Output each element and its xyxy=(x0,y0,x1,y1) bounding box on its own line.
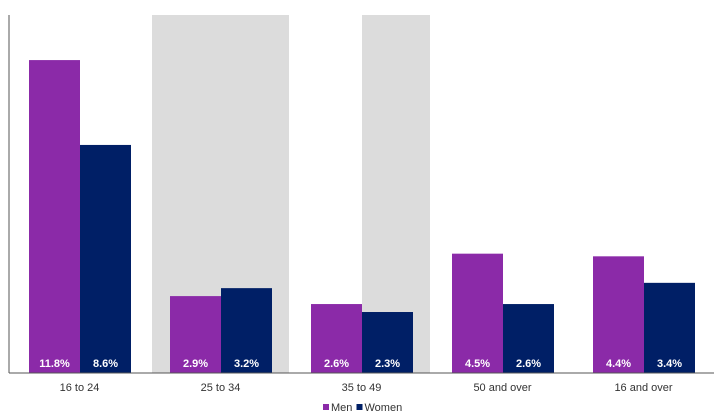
data-label-women-25-to-34: 3.2% xyxy=(234,358,259,370)
data-label-women-50-and-over: 2.6% xyxy=(516,358,541,370)
tick-label-16-and-over: 16 and over xyxy=(614,382,672,394)
bar-men-35-to-49 xyxy=(311,304,362,373)
data-label-women-16-and-over: 3.4% xyxy=(657,358,682,370)
tick-label-16-to-24: 16 to 24 xyxy=(60,382,100,394)
data-labels: 11.8% 8.6% 2.9% 3.2% 2.6% 2.3% 4.5% 2.6% 4.4% 3.4… xyxy=(39,358,682,370)
bar-women-50-and-over xyxy=(503,304,554,373)
bar-men-50-and-over xyxy=(452,253,503,373)
data-label-men-16-and-over: 4.4% xyxy=(606,358,631,370)
bar-men-16-and-over xyxy=(593,256,644,373)
legend-swatch-women xyxy=(356,404,363,410)
bar-men-25-to-34 xyxy=(170,296,221,373)
legend-label-women: Women xyxy=(365,402,403,414)
legend-swatch-men xyxy=(323,404,329,410)
x-tick-labels: 16 to 24 25 to 34 35 to 49 50 and over 16 an… xyxy=(60,382,673,394)
bar-women-35-to-49 xyxy=(362,312,413,373)
data-label-men-25-to-34: 2.9% xyxy=(183,358,208,370)
tick-label-35-to-49: 35 to 49 xyxy=(342,382,382,394)
bars-group xyxy=(29,60,695,373)
tick-label-50-and-over: 50 and over xyxy=(473,382,531,394)
bar-men-16-to-24 xyxy=(29,60,80,373)
bar-women-16-and-over xyxy=(644,282,695,373)
bar-women-25-to-34 xyxy=(221,288,272,373)
data-label-men-16-to-24: 11.8% xyxy=(39,358,70,370)
legend-label-men: Men xyxy=(331,402,352,414)
bar-women-16-to-24 xyxy=(80,144,131,373)
tick-label-25-to-34: 25 to 34 xyxy=(201,382,241,394)
data-label-men-50-and-over: 4.5% xyxy=(465,358,490,370)
axes-group xyxy=(8,15,714,374)
data-label-women-35-to-49: 2.3% xyxy=(375,358,400,370)
data-label-men-35-to-49: 2.6% xyxy=(324,358,349,370)
data-label-women-16-to-24: 8.6% xyxy=(93,358,118,370)
legend: Men Women xyxy=(323,402,402,414)
